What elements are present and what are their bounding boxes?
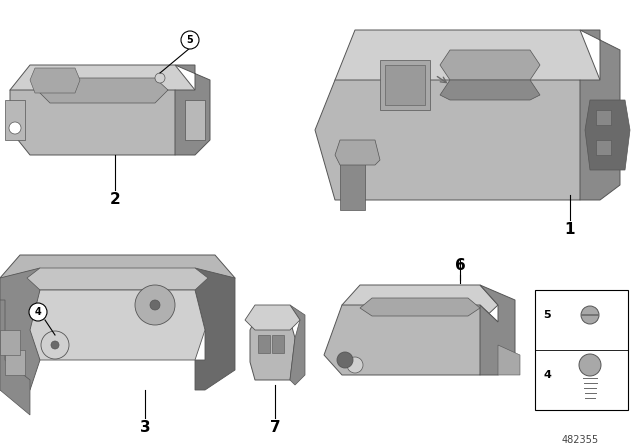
Polygon shape [480,285,515,375]
Polygon shape [0,255,235,300]
Circle shape [41,331,69,359]
Text: 4: 4 [543,370,551,380]
Polygon shape [175,65,210,155]
Text: 6: 6 [454,258,465,273]
Polygon shape [30,290,205,360]
Polygon shape [440,80,540,100]
Polygon shape [290,305,305,385]
Text: 5: 5 [187,35,193,45]
Polygon shape [585,100,630,170]
Text: 2: 2 [109,192,120,207]
Circle shape [347,357,363,373]
Bar [272,335,284,353]
Circle shape [135,285,175,325]
Text: 7: 7 [269,420,280,435]
Bar [596,110,611,125]
Polygon shape [360,298,480,316]
Polygon shape [342,285,498,322]
Polygon shape [380,60,430,110]
Polygon shape [27,268,208,290]
Polygon shape [10,90,195,155]
Circle shape [51,341,59,349]
Circle shape [155,73,165,83]
Bar [258,335,270,353]
Polygon shape [250,320,295,380]
Polygon shape [5,100,25,140]
Polygon shape [324,305,498,375]
Text: 5: 5 [543,310,550,320]
Circle shape [337,352,353,368]
Bar [5,350,25,375]
Circle shape [29,303,47,321]
Text: 4: 4 [35,307,42,317]
Polygon shape [195,268,235,390]
Polygon shape [10,65,195,115]
Polygon shape [185,100,205,140]
Polygon shape [30,68,80,93]
Circle shape [181,31,199,49]
Polygon shape [440,50,540,80]
Text: 3: 3 [140,420,150,435]
Circle shape [9,122,21,134]
Polygon shape [0,330,20,355]
Bar [596,140,611,155]
Text: 482355: 482355 [561,435,598,445]
Circle shape [579,354,601,376]
Bar [535,290,628,410]
Polygon shape [385,65,425,105]
Text: 1: 1 [564,222,575,237]
Polygon shape [335,140,380,165]
Polygon shape [0,300,30,415]
Polygon shape [37,78,168,103]
Polygon shape [315,80,600,200]
Polygon shape [335,30,600,130]
Circle shape [581,306,599,324]
Circle shape [150,300,160,310]
Polygon shape [498,345,520,375]
Polygon shape [340,150,365,210]
Polygon shape [245,305,300,330]
Polygon shape [0,268,40,390]
Polygon shape [580,30,620,200]
